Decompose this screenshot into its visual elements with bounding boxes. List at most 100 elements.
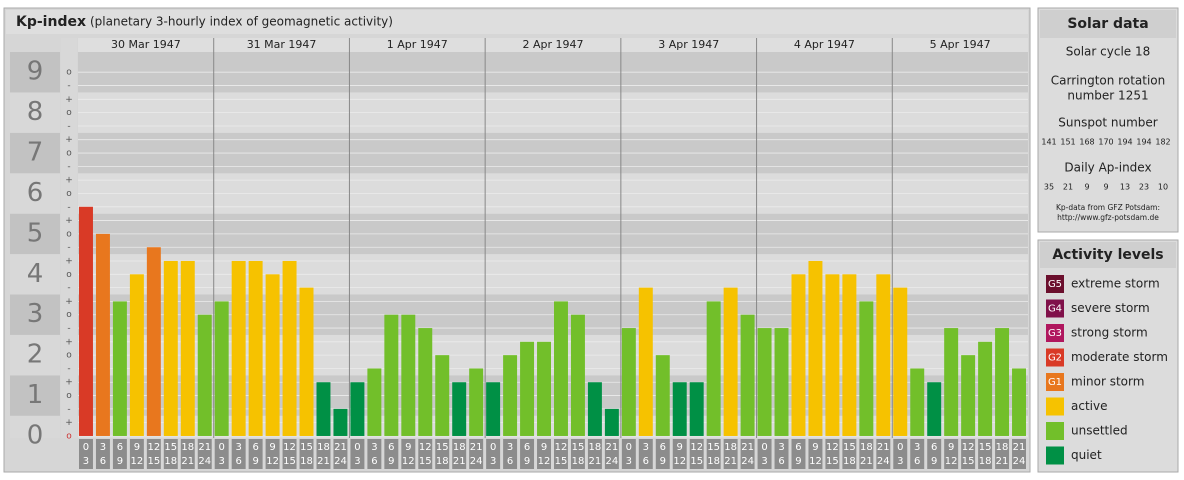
hour-start: 18 xyxy=(453,442,466,453)
hour-start: 15 xyxy=(843,442,856,453)
bar xyxy=(723,287,738,436)
minor-tick-label: o xyxy=(66,310,72,320)
source: http://www.gfz-potsdam.de xyxy=(1057,213,1159,222)
hour-start: 9 xyxy=(541,442,547,453)
minor-tick-label: o xyxy=(66,68,72,78)
level-code: G1 xyxy=(1048,377,1062,388)
y-tick-label: 9 xyxy=(27,57,44,87)
solar-panel xyxy=(1037,7,1179,233)
day-label: 5 Apr 1947 xyxy=(930,38,991,51)
ap: 13 xyxy=(1120,183,1130,192)
ap: 23 xyxy=(1139,183,1149,192)
solar-head xyxy=(1040,10,1176,38)
bar xyxy=(401,314,416,436)
bar xyxy=(418,328,433,436)
hour-start: 12 xyxy=(555,442,568,453)
hour-end: 15 xyxy=(283,456,296,467)
bar xyxy=(672,382,687,436)
hour-start: 0 xyxy=(490,442,496,453)
minor-tick-label: o xyxy=(66,108,72,118)
hour-start: 15 xyxy=(979,442,992,453)
minor-tick-label: - xyxy=(67,324,70,334)
hour-cell xyxy=(944,439,959,469)
bar xyxy=(469,368,484,436)
hour-start: 0 xyxy=(626,442,632,453)
hour-end: 24 xyxy=(470,456,483,467)
hour-end: 15 xyxy=(826,456,839,467)
bar xyxy=(1012,368,1026,436)
hour-start: 18 xyxy=(724,442,737,453)
hour-end: 9 xyxy=(524,456,530,467)
bar xyxy=(265,274,280,436)
bar xyxy=(95,233,110,436)
level-code: G2 xyxy=(1048,353,1062,364)
bar xyxy=(520,341,535,436)
ap: 35 xyxy=(1044,183,1054,192)
level-label: minor storm xyxy=(1071,375,1144,389)
hour-cell xyxy=(112,439,127,469)
minor-tick-label: o xyxy=(66,189,72,199)
chart-title: Kp-index xyxy=(16,14,86,30)
hour-cell xyxy=(350,439,365,469)
minor-tick-label: o xyxy=(66,431,72,441)
hour-end: 15 xyxy=(147,456,160,467)
day-label: 4 Apr 1947 xyxy=(794,38,855,51)
level-code: G3 xyxy=(1048,328,1062,339)
level-swatch xyxy=(1046,373,1064,391)
hour-cell xyxy=(774,439,789,469)
ap: 9 xyxy=(1103,183,1108,192)
hour-start: 6 xyxy=(931,442,937,453)
hour-end: 12 xyxy=(266,456,279,467)
hour-start: 0 xyxy=(761,442,767,453)
bar xyxy=(350,382,365,436)
hour-cell xyxy=(876,439,891,469)
level-label: active xyxy=(1071,399,1107,413)
hour-cell xyxy=(842,439,857,469)
bar xyxy=(197,314,212,436)
bar xyxy=(146,247,161,436)
bar xyxy=(503,355,518,436)
hour-cell xyxy=(1012,439,1026,469)
hour-start: 9 xyxy=(405,442,411,453)
sunspot: 194 xyxy=(1136,138,1151,147)
hour-start: 9 xyxy=(134,442,140,453)
day-label: 2 Apr 1947 xyxy=(522,38,583,51)
hour-end: 21 xyxy=(860,456,873,467)
y-band xyxy=(10,213,60,255)
level-swatch xyxy=(1046,422,1064,440)
hour-cell xyxy=(418,439,433,469)
minor-col xyxy=(61,38,77,438)
minor-tick-label: + xyxy=(65,216,73,226)
bar xyxy=(774,328,789,436)
level-code: G5 xyxy=(1048,279,1062,290)
y-band xyxy=(10,92,60,133)
minor-tick-label: - xyxy=(67,283,70,293)
hour-end: 24 xyxy=(877,456,890,467)
hour-cell xyxy=(265,439,280,469)
hour-start: 18 xyxy=(996,442,1009,453)
hour-start: 6 xyxy=(524,442,530,453)
level-label: severe storm xyxy=(1071,301,1150,315)
level-swatch xyxy=(1046,446,1064,465)
y-tick-label: 2 xyxy=(27,340,44,370)
minor-tick-label: + xyxy=(65,176,73,186)
hour-cell xyxy=(197,439,212,469)
hour-end: 24 xyxy=(1013,456,1026,467)
hour-end: 9 xyxy=(117,456,123,467)
bar xyxy=(537,341,551,436)
hour-end: 6 xyxy=(914,456,920,467)
hour-start: 21 xyxy=(606,442,619,453)
bar xyxy=(435,355,450,436)
minor-tick-label: o xyxy=(66,351,72,361)
level-label: unsettled xyxy=(1071,424,1128,438)
hour-start: 12 xyxy=(419,442,432,453)
hour-start: 18 xyxy=(181,442,194,453)
minor-tick-label: + xyxy=(65,297,73,307)
bar xyxy=(825,274,840,436)
hour-cell xyxy=(299,439,314,469)
hour-start: 18 xyxy=(860,442,873,453)
bar xyxy=(910,368,925,436)
y-band xyxy=(10,294,60,335)
hour-end: 9 xyxy=(660,456,666,467)
y-tick-label: 7 xyxy=(27,138,44,168)
